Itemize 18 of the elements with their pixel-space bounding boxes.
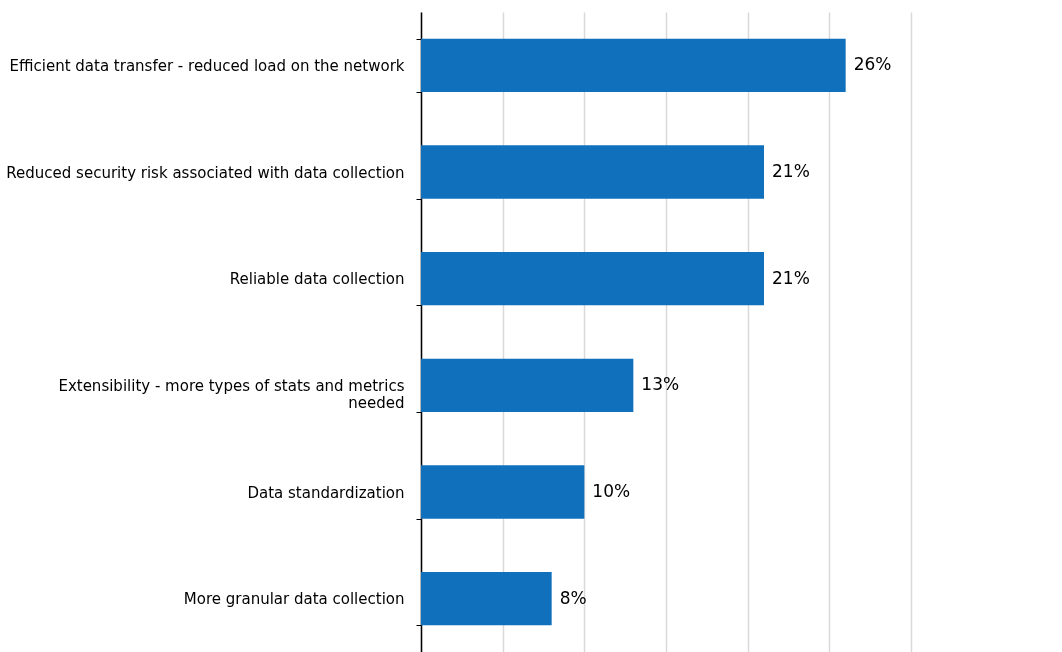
- data-label: 10%: [592, 481, 631, 501]
- y-tick-label: Efficient data transfer - reduced load on the network: [9, 56, 405, 75]
- y-tick-label: More granular data collection: [183, 590, 405, 609]
- data-label: 26%: [853, 54, 892, 75]
- y-tick-label: Reduced security risk associated with data collection: [6, 163, 405, 182]
- bar: [421, 252, 764, 306]
- data-label: 21%: [772, 161, 810, 181]
- bar: [421, 465, 585, 519]
- y-tick-label: Reliable data collection: [229, 270, 405, 289]
- data-label: 13%: [641, 374, 680, 395]
- data-label: 21%: [772, 267, 810, 288]
- bar: [421, 358, 634, 412]
- y-tick-label: Extensibility - more types of stats and metrics needed: [58, 376, 405, 412]
- data-label: 8%: [559, 587, 587, 608]
- bar: [421, 572, 552, 626]
- bar: [421, 38, 846, 92]
- y-tick-label: Data standardization: [247, 483, 405, 502]
- bar: [421, 145, 764, 199]
